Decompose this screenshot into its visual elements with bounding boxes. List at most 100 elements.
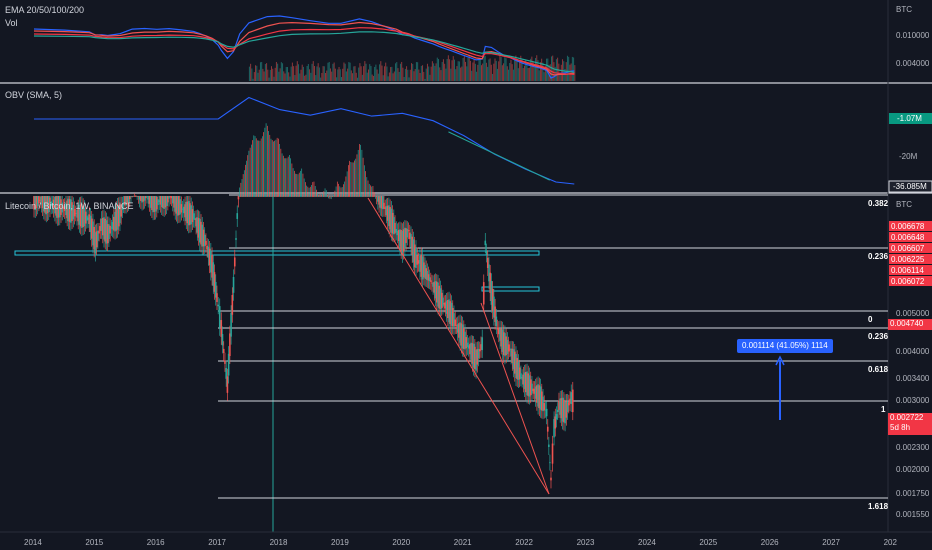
- candle-body: [510, 348, 512, 357]
- candle-body: [117, 205, 120, 227]
- candle-body: [315, 196, 318, 197]
- candle-body: [397, 230, 400, 242]
- candle-body: [450, 302, 453, 326]
- volume-bar: [331, 71, 333, 81]
- candle-body: [532, 388, 534, 392]
- volume-bar: [403, 76, 405, 81]
- volume-bar: [406, 66, 408, 81]
- candle-body: [40, 196, 43, 205]
- candle-body: [197, 218, 200, 238]
- volume-bar: [280, 62, 282, 81]
- candle-body: [49, 197, 51, 210]
- candle-body: [501, 329, 504, 352]
- candle-body: [367, 196, 369, 197]
- candle-body: [363, 196, 366, 197]
- candle-body: [178, 196, 180, 216]
- candle-body: [108, 224, 110, 240]
- candle-body: [212, 262, 215, 286]
- volume-bar: [285, 66, 287, 81]
- volume-bar: [505, 58, 507, 81]
- volume-bar: [387, 76, 389, 81]
- candle-body: [300, 196, 303, 197]
- candle-body: [396, 231, 399, 236]
- volume-bar: [264, 64, 266, 81]
- resistance-zone: [481, 286, 540, 292]
- volume-bar: [487, 66, 489, 81]
- volume-bar: [294, 75, 296, 81]
- candle-body: [331, 196, 334, 197]
- candle-body: [569, 398, 571, 404]
- candle-body: [113, 216, 115, 231]
- volume-bar: [445, 68, 447, 81]
- volume-bar: [447, 55, 449, 81]
- candle-body: [291, 196, 293, 197]
- volume-bar: [554, 66, 556, 81]
- candle-body: [433, 281, 436, 293]
- volume-bar: [263, 71, 265, 81]
- candle-body: [377, 196, 379, 202]
- volume-bar: [444, 63, 446, 81]
- candle-body: [466, 342, 469, 347]
- candle-body: [302, 196, 304, 197]
- candle-body: [104, 218, 107, 242]
- stacked-price-badge: [889, 221, 932, 231]
- volume-bar: [321, 72, 323, 81]
- volume-bar: [439, 67, 441, 81]
- candle-body: [540, 391, 543, 411]
- candle-body: [132, 196, 135, 197]
- volume-bar: [353, 66, 355, 81]
- stacked-price-badge: [889, 265, 932, 275]
- candle-body: [95, 231, 98, 248]
- candle-body: [83, 207, 86, 227]
- countdown-label: 5d 8h: [890, 423, 911, 432]
- volume-bar: [435, 63, 437, 81]
- candle-body: [558, 400, 560, 410]
- candle-body: [407, 230, 410, 232]
- candle-body: [144, 196, 147, 199]
- candle-body: [448, 299, 450, 323]
- candle-body: [109, 225, 111, 234]
- volume-bar: [526, 62, 528, 81]
- volume-bar: [383, 66, 385, 81]
- volume-bar: [350, 70, 352, 81]
- candle-body: [370, 196, 373, 197]
- volume-bar: [571, 56, 573, 81]
- candle-body: [86, 215, 88, 221]
- candle-body: [98, 230, 100, 234]
- year-label: 2019: [331, 538, 349, 547]
- volume-bar: [266, 63, 268, 81]
- candle-body: [507, 344, 510, 352]
- volume-bar: [490, 64, 492, 81]
- candle-body: [496, 327, 499, 330]
- obv-title: OBV (SMA, 5): [5, 90, 63, 100]
- volume-bar: [517, 68, 519, 81]
- candle-body: [480, 344, 482, 350]
- candle-body: [214, 281, 217, 298]
- volume-bar: [282, 63, 284, 81]
- volume-bar: [290, 66, 292, 81]
- obv-tick-label: -20M: [899, 152, 918, 161]
- candle-body: [384, 207, 387, 210]
- volume-bar: [250, 63, 252, 81]
- candle-body: [484, 240, 487, 246]
- stacked-price-badge: [889, 243, 932, 253]
- candle-body: [551, 443, 554, 464]
- volume-bar: [388, 72, 390, 81]
- volume-bar: [476, 71, 478, 81]
- candle-body: [103, 217, 105, 240]
- volume-bar: [274, 67, 276, 81]
- volume-bar: [255, 65, 257, 81]
- candle-body: [168, 196, 170, 199]
- candle-body: [171, 196, 174, 204]
- volume-bar: [542, 62, 544, 81]
- volume-bar: [512, 69, 514, 81]
- candle-body: [175, 196, 178, 214]
- candle-body: [412, 239, 415, 263]
- measure-label[interactable]: 0.001114 (41.05%) 1114: [737, 339, 833, 353]
- candle-body: [99, 226, 102, 231]
- top-tick-label: 0.004000: [896, 59, 930, 68]
- candle-body: [140, 196, 142, 201]
- candle-body: [311, 196, 314, 197]
- candle-body: [242, 196, 244, 197]
